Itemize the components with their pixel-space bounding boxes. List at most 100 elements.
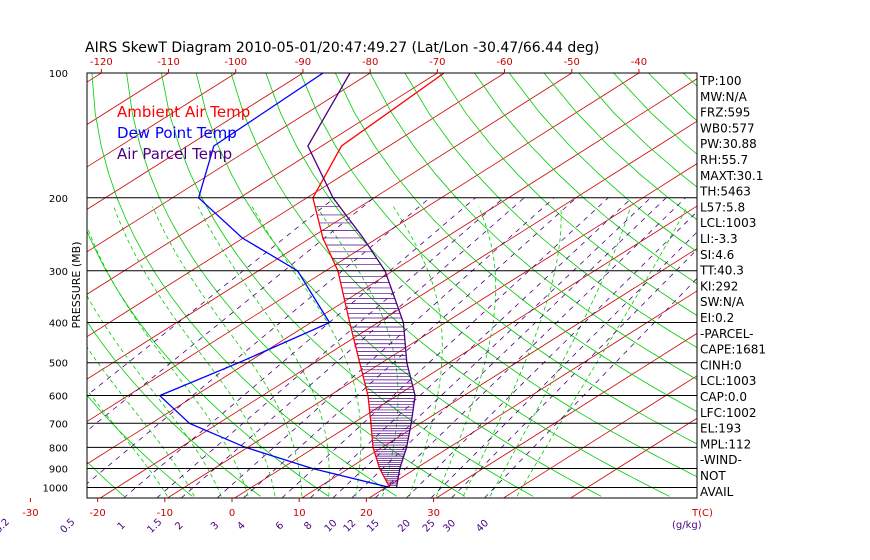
bottom-temp-tick-label: 30	[427, 508, 440, 519]
index-entry: LCL:1003	[700, 374, 756, 388]
legend-entry: Ambient Air Temp	[117, 103, 250, 121]
dry-adiabat	[126, 73, 466, 497]
moist-adiabat	[87, 389, 168, 497]
isotherm	[87, 73, 438, 295]
dry-adiabat	[439, 73, 697, 317]
pressure-tick-label: 1000	[43, 484, 68, 495]
dry-adiabat	[300, 73, 697, 445]
isotherm	[167, 163, 697, 498]
mixing-ratio-line	[451, 248, 697, 498]
dry-adiabat	[195, 73, 602, 497]
isotherm	[87, 73, 572, 380]
top-temp-tick-label: -50	[564, 57, 580, 68]
isotherm	[87, 73, 236, 168]
mixing-ratio-line	[430, 231, 697, 498]
index-entry: MAXT:30.1	[700, 169, 763, 183]
pressure-tick-label: 500	[49, 359, 68, 370]
mixing-ratio-tick-label: 4	[235, 520, 247, 532]
pressure-tick-label: 900	[49, 465, 68, 476]
isotherm	[503, 375, 697, 498]
index-entry: PW:30.88	[700, 137, 757, 151]
top-temp-tick-label: -80	[362, 57, 378, 68]
dry-adiabat	[648, 73, 697, 122]
pressure-tick-label: 700	[49, 419, 68, 430]
moist-adiabat	[251, 206, 362, 497]
mixing-ratio-line	[310, 197, 633, 498]
mixing-ratio-line	[123, 197, 476, 498]
index-entry: WB0:577	[700, 121, 755, 135]
legend-entry: Dew Point Temp	[117, 124, 237, 142]
top-temp-tick-label: -110	[157, 57, 180, 68]
profiles	[158, 73, 445, 489]
isotherm	[100, 120, 697, 498]
dry-adiabat	[87, 320, 261, 497]
mixing-ratio-line	[281, 197, 609, 498]
mixing-ratio-line	[156, 197, 504, 498]
mixing-ratio-tick-label: 1	[116, 520, 128, 532]
grid-lines	[0, 73, 697, 498]
mixing-ratio-line	[406, 211, 697, 498]
y-axis-label: PRESSURE (MB)	[70, 242, 83, 329]
bottom-temp-tick-label: -30	[22, 508, 38, 519]
index-entry: TH:5463	[699, 185, 751, 199]
dry-adiabat	[404, 73, 697, 348]
mixing-ratio-tick-label: 0.2	[0, 517, 12, 536]
legend: Ambient Air Temp Dew Point Temp Air Parcel…	[117, 103, 250, 163]
index-entry: -WIND-	[700, 453, 742, 467]
mixing-ratio-tick-label: 1.5	[146, 517, 165, 536]
moist-adiabat	[87, 346, 195, 497]
moist-adiabat	[87, 294, 222, 497]
mixing-ratio-tick-label: 8	[302, 520, 314, 532]
top-temp-tick-label: -120	[90, 57, 113, 68]
moist-adiabat	[462, 206, 562, 497]
plot-frame	[86, 72, 698, 499]
mixing-ratio-tick-label: 30	[441, 518, 458, 535]
dry-adiabat	[87, 229, 329, 497]
index-entry: FRZ:595	[700, 106, 750, 120]
bottom-temp-tick-label: 20	[360, 508, 373, 519]
index-entry: L57:5.8	[700, 200, 745, 214]
dry-adiabat	[474, 73, 697, 285]
mixing-ratio-line	[87, 197, 335, 396]
index-entry: MPL:112	[700, 437, 751, 451]
dry-adiabat	[87, 394, 193, 497]
bottom-temp-tick-label: 0	[229, 508, 235, 519]
index-entry: KI:292	[700, 279, 738, 293]
moist-adiabat	[516, 206, 688, 497]
isotherm	[234, 205, 697, 498]
moist-adiabat	[489, 206, 631, 497]
index-entry: RH:55.7	[700, 153, 748, 167]
bottom-temp-tick-label: -20	[89, 508, 105, 519]
series-line	[312, 73, 445, 488]
dry-adiabat	[0, 73, 56, 496]
top-temp-tick-label: -40	[631, 57, 647, 68]
mixing-ratio-line	[332, 197, 651, 498]
pressure-tick-label: 100	[49, 69, 68, 80]
mixing-ratio-tick-label: 25	[421, 518, 438, 535]
isotherm	[436, 332, 697, 498]
isotherm	[0, 73, 34, 498]
index-entry: CAPE:1681	[700, 343, 766, 357]
mixing-ratio-tick-label: 0.5	[59, 517, 78, 536]
mixing-ratio-tick-label: 6	[274, 520, 286, 532]
isotherm	[87, 73, 640, 423]
index-entry: CINH:0	[700, 358, 742, 372]
index-entry: EI:0.2	[700, 311, 734, 325]
isotherm	[301, 248, 697, 498]
index-entry: CAP:0.0	[700, 390, 747, 404]
isotherm	[87, 78, 697, 465]
dry-adiabat	[230, 73, 670, 497]
mixing-ratio-tick-label: 15	[365, 518, 382, 535]
index-entry: LCL:1003	[700, 216, 756, 230]
dry-adiabat	[508, 73, 697, 253]
top-temp-tick-label: -60	[496, 57, 512, 68]
index-entry: SI:4.6	[700, 248, 734, 262]
moist-adiabat	[197, 206, 330, 497]
bottom-temp-tick-label: 10	[293, 508, 306, 519]
isotherm	[570, 417, 697, 498]
mixing-ratio-tick-label: 3	[209, 520, 221, 532]
dry-adiabat	[369, 73, 697, 380]
index-entry: LI:-3.3	[700, 232, 738, 246]
